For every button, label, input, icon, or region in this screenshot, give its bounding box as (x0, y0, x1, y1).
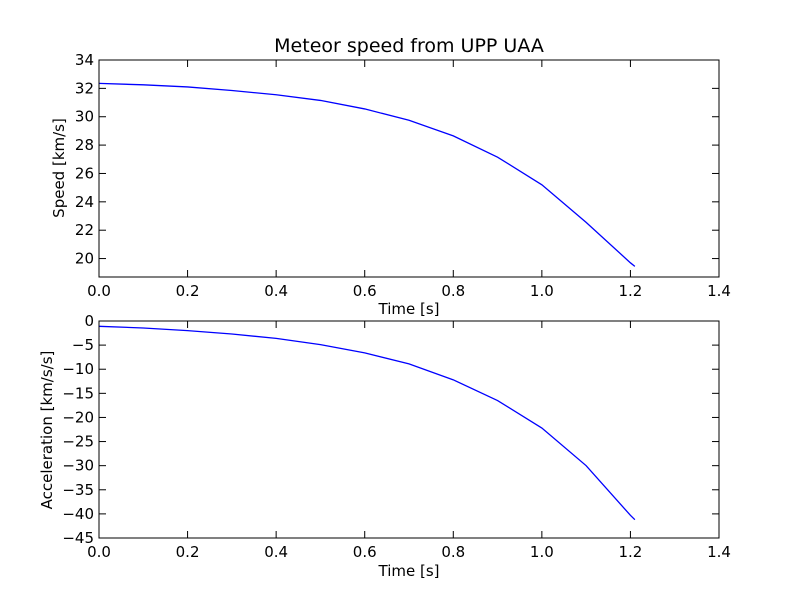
speed-y-tick-label: 30 (75, 108, 94, 126)
acceleration-x-tick-label: 0.0 (87, 543, 111, 561)
acceleration-y-tick-label: −40 (62, 505, 94, 523)
speed-x-tick-label: 0.6 (353, 282, 377, 300)
speed-y-tick-label: 20 (75, 250, 94, 268)
speed-y-tick-label: 34 (75, 51, 94, 69)
speed-y-tick-label: 32 (75, 79, 94, 97)
acceleration-y-tick-label: −15 (62, 384, 94, 402)
speed-x-tick-label: 0.8 (441, 282, 465, 300)
speed-x-tick-label: 1.0 (530, 282, 554, 300)
acceleration-axes-frame (98, 320, 720, 539)
speed-x-tick-label: 0.2 (176, 282, 200, 300)
acceleration-x-tick-label: 0.6 (353, 543, 377, 561)
acceleration-axes: Time [s] Acceleration [km/s/s] 0.0 0.2 0.4… (38, 312, 731, 580)
acceleration-x-tick-label: 0.8 (441, 543, 465, 561)
acceleration-series-line (98, 325, 636, 521)
acceleration-x-tick-label: 1.4 (707, 543, 731, 561)
acceleration-y-tick-label: −25 (62, 433, 94, 451)
speed-ticks: 0.0 0.2 0.4 0.6 0.8 1.0 1.2 1.4 20 22 24 26 28 30 32 34 (75, 51, 731, 300)
speed-y-axis-label: Speed [km/s] (50, 118, 68, 218)
acceleration-y-tick-label: −30 (62, 457, 94, 475)
acceleration-y-tick-label: −45 (62, 529, 94, 547)
speed-axes: Meteor speed from UPP UAA Time [s] Speed… (50, 35, 731, 318)
acceleration-x-tick-label: 0.4 (264, 543, 288, 561)
speed-y-tick-label: 24 (75, 193, 94, 211)
speed-x-tick-label: 1.2 (618, 282, 642, 300)
speed-x-tick-label: 1.4 (707, 282, 731, 300)
acceleration-y-tick-label: −35 (62, 481, 94, 499)
acceleration-x-tick-label: 1.2 (618, 543, 642, 561)
chart-title: Meteor speed from UPP UAA (274, 35, 544, 57)
speed-series-line (98, 82, 636, 267)
acceleration-ticks: 0.0 0.2 0.4 0.6 0.8 1.0 1.2 1.4 0 −5 −10 −15 −20 −25 −… (62, 312, 731, 561)
acceleration-y-tick-label: −5 (72, 336, 94, 354)
speed-x-tick-label: 0.0 (87, 282, 111, 300)
acceleration-y-tick-label: −10 (62, 360, 94, 378)
acceleration-y-tick-label: −20 (62, 408, 94, 426)
speed-y-tick-label: 22 (75, 221, 94, 239)
speed-y-tick-label: 26 (75, 164, 94, 182)
acceleration-x-axis-label: Time [s] (378, 562, 440, 580)
acceleration-x-tick-label: 1.0 (530, 543, 554, 561)
speed-y-tick-label: 28 (75, 136, 94, 154)
acceleration-y-tick-label: 0 (84, 312, 94, 330)
acceleration-x-tick-label: 0.2 (176, 543, 200, 561)
acceleration-y-axis-label: Acceleration [km/s/s] (38, 351, 56, 510)
speed-x-axis-label: Time [s] (378, 300, 440, 318)
speed-axes-frame (98, 59, 720, 278)
speed-x-tick-label: 0.4 (264, 282, 288, 300)
